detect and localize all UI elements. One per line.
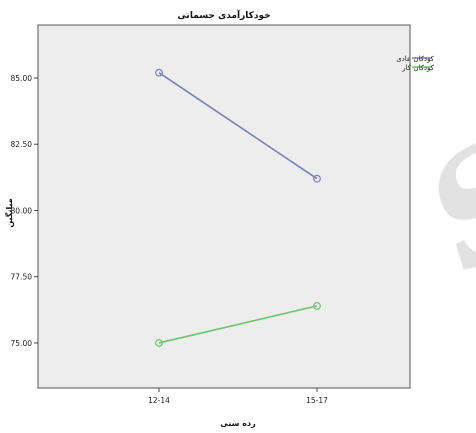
chart-title: خودکارآمدی جسمانی — [177, 9, 270, 21]
plot-area — [37, 24, 411, 389]
y-tick-label: 75.00 — [11, 339, 33, 348]
x-tick-label: 12-14 — [148, 396, 170, 405]
legend-label: کودکان کار — [401, 64, 434, 72]
series-layer — [155, 68, 321, 347]
data-point — [155, 339, 163, 347]
legend-label: کودکان عادی — [396, 55, 434, 63]
series-line-2 — [158, 305, 318, 344]
y-axis-label: میانگین — [4, 198, 14, 227]
series-line-1 — [158, 72, 318, 180]
y-axis-ticks: 75.00 77.50 80.00 82.50 85.00 — [11, 74, 38, 348]
x-axis-label: رده سنی — [220, 419, 256, 428]
data-point — [313, 174, 321, 183]
y-tick-label: 77.50 — [11, 273, 33, 282]
y-tick-label: 80.00 — [11, 206, 33, 215]
data-point — [313, 301, 321, 310]
x-tick-label: 15-17 — [306, 396, 328, 405]
y-tick-label: 85.00 — [11, 74, 33, 83]
data-point — [155, 68, 163, 77]
y-tick-label: 82.50 — [11, 140, 33, 149]
x-axis-ticks: 12-14 15-17 — [148, 388, 328, 405]
